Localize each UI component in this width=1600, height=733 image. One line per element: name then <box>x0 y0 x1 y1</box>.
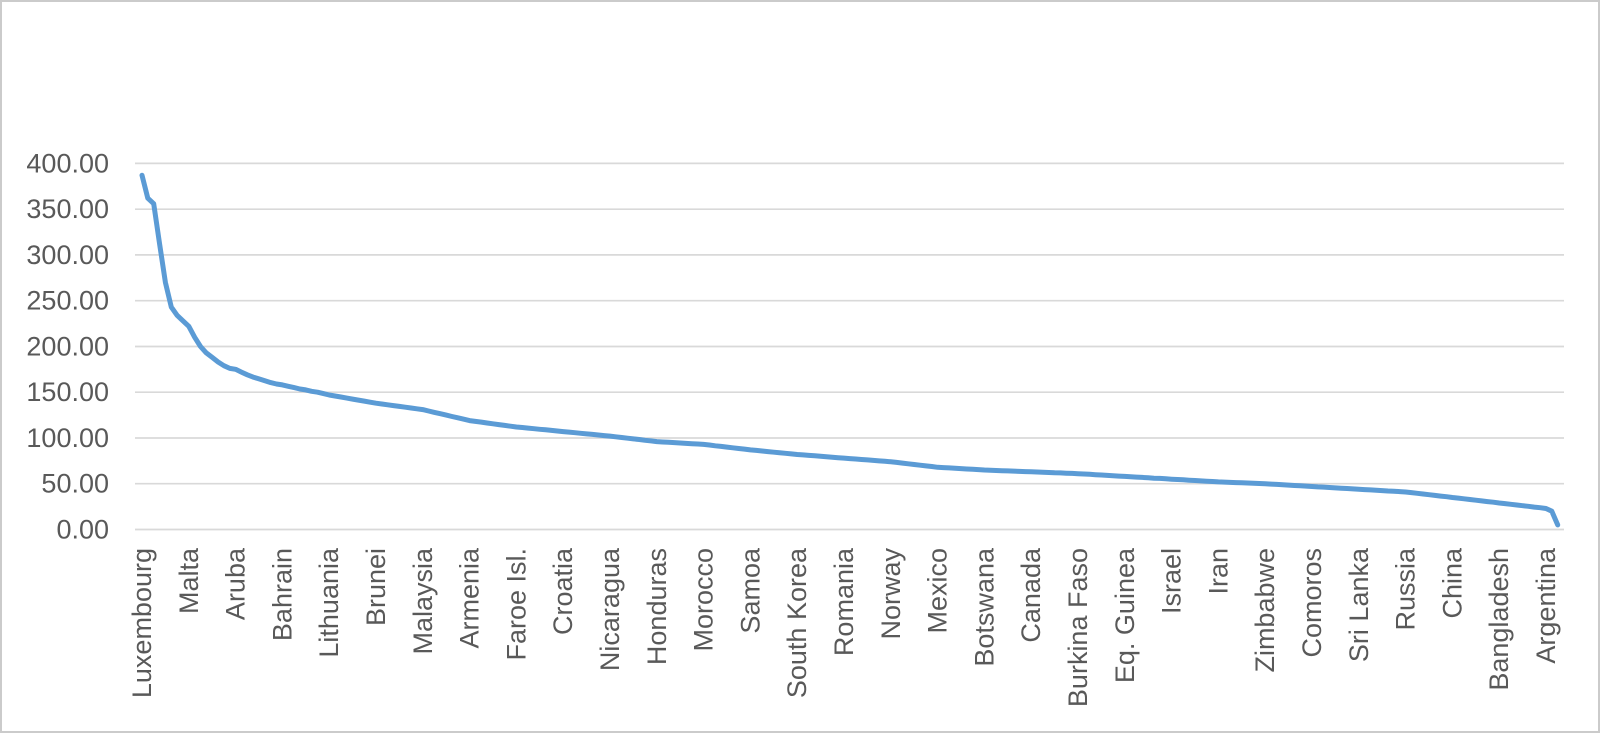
x-axis-tick-label: Russia <box>1391 547 1421 631</box>
x-axis-tick-label: South Korea <box>782 547 812 698</box>
y-axis-tick-label: 400.00 <box>26 148 109 178</box>
x-axis-tick-label: Comoros <box>1297 548 1327 658</box>
x-axis-tick-label: Brunei <box>361 548 391 626</box>
x-axis-tick-label: Malta <box>174 547 204 614</box>
y-axis-tick-label: 250.00 <box>26 286 109 316</box>
x-axis-tick-label: Burkina Faso <box>1063 548 1093 707</box>
x-axis-tick-label: Malaysia <box>408 547 438 655</box>
x-axis-tick-label: Zimbabwe <box>1250 548 1280 673</box>
x-axis-tick-label: Iran <box>1203 548 1233 595</box>
y-axis-tick-label: 350.00 <box>26 194 109 224</box>
y-axis-tick-label: 50.00 <box>41 469 109 499</box>
x-axis-tick-label: Botswana <box>969 547 999 667</box>
x-axis-tick-label: Sri Lanka <box>1344 547 1374 662</box>
x-axis-tick-label: Mexico <box>923 548 953 634</box>
y-axis-tick-label: 150.00 <box>26 377 109 407</box>
y-axis-tick-label: 300.00 <box>26 240 109 270</box>
x-axis-tick-label: Lithuania <box>314 547 344 658</box>
data-series-line <box>139 172 1561 528</box>
x-axis-tick-label: Norway <box>876 548 906 640</box>
x-axis-tick-label: Luxembourg <box>127 548 157 698</box>
x-axis-tick-label: Armenia <box>455 547 485 649</box>
x-axis-tick-label: China <box>1437 547 1467 619</box>
x-axis-tick-label: Faroe Isl. <box>501 548 531 661</box>
x-axis-tick-label: Croatia <box>548 547 578 635</box>
y-axis-tick-label: 200.00 <box>26 332 109 362</box>
x-axis-tick-label: Argentina <box>1531 547 1561 664</box>
x-axis-tick-label: Israel <box>1157 548 1187 614</box>
y-axis-tick-label: 100.00 <box>26 423 109 453</box>
x-axis-tick-label: Morocco <box>689 548 719 652</box>
x-axis-tick-label: Canada <box>1016 547 1046 643</box>
x-axis-tick-label: Eq. Guinea <box>1110 547 1140 683</box>
x-axis-tick-label: Bahrain <box>267 548 297 641</box>
x-axis-tick-label: Bangladesh <box>1484 548 1514 691</box>
x-axis-tick-label: Nicaragua <box>595 547 625 671</box>
y-axis-tick-label: 0.00 <box>56 515 109 545</box>
x-axis-tick-label: Samoa <box>735 547 765 634</box>
x-axis-tick-label: Romania <box>829 547 859 656</box>
x-axis-tick-label: Honduras <box>642 548 672 665</box>
x-axis-tick-label: Aruba <box>221 547 251 620</box>
